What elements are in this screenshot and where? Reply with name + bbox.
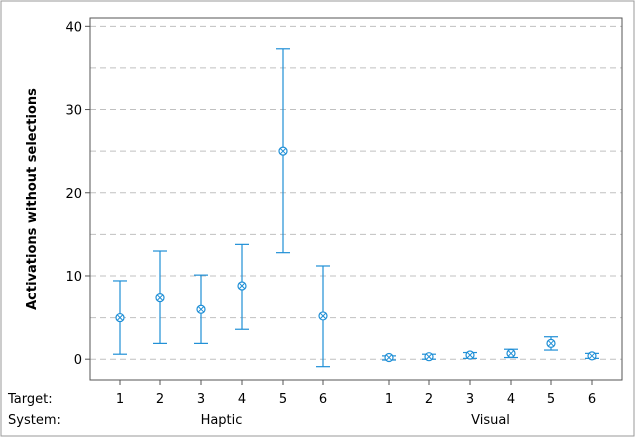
mean-point-cross	[156, 294, 164, 301]
mean-point-cross	[238, 282, 246, 290]
mean-point-cross	[319, 312, 327, 320]
system-label: Visual	[471, 413, 510, 428]
target-label: 2	[156, 392, 164, 407]
mean-point-cross	[279, 147, 287, 155]
mean-point-cross	[385, 354, 393, 361]
system-label: Haptic	[201, 413, 243, 428]
target-label: 1	[116, 392, 124, 407]
target-label: 6	[588, 392, 596, 407]
mean-point-cross	[466, 351, 474, 359]
y-tick-label: 20	[65, 187, 82, 202]
plot-area-frame	[89, 17, 623, 381]
mean-point-cross	[588, 352, 596, 360]
target-label: 3	[197, 392, 205, 407]
target-label: 6	[319, 392, 327, 407]
gridlines	[90, 25, 622, 360]
y-tick-label: 40	[65, 20, 82, 35]
target-label: 4	[507, 392, 515, 407]
target-label: 3	[466, 392, 474, 407]
system-row-label: System:	[8, 413, 61, 428]
target-label: 5	[279, 392, 287, 407]
y-tick-label: 30	[65, 104, 82, 119]
target-label: 5	[547, 392, 555, 407]
mean-point-cross	[197, 306, 205, 313]
target-label: 4	[238, 392, 246, 407]
y-tick-label: 0	[74, 353, 82, 368]
mean-point-cross	[425, 353, 433, 360]
target-row-label: Target:	[7, 392, 53, 407]
target-label: 2	[425, 392, 433, 407]
mean-point-cross	[116, 314, 124, 321]
y-tick-label: 10	[65, 270, 82, 285]
mean-point-cross	[547, 340, 555, 347]
target-label: 1	[385, 392, 393, 407]
mean-point-cross	[507, 350, 515, 357]
interval-marks	[113, 48, 599, 368]
x-axis: 1 2 3 4 5 6 Haptic 1 2 3 4 5 6 Visual Target: System:	[7, 380, 596, 428]
y-axis-title: Activations without selections	[25, 88, 40, 310]
y-axis: 0 10 20 30 40	[65, 20, 90, 368]
